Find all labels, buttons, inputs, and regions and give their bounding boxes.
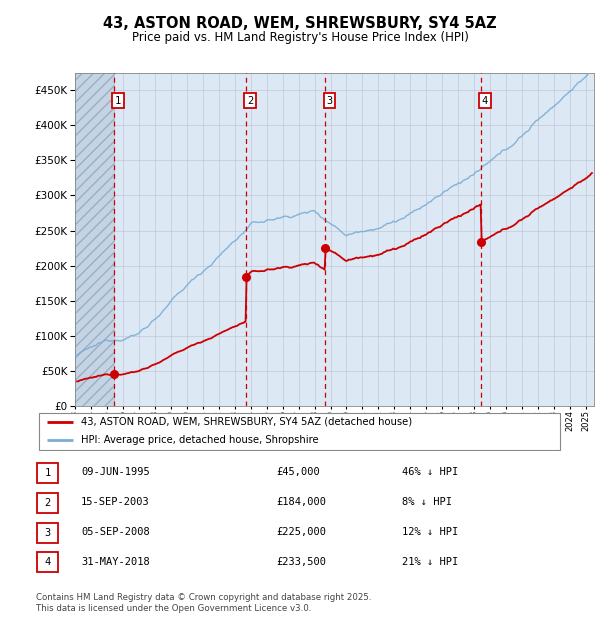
Text: 12% ↓ HPI: 12% ↓ HPI — [402, 527, 458, 537]
Text: HPI: Average price, detached house, Shropshire: HPI: Average price, detached house, Shro… — [81, 435, 319, 446]
Text: 05-SEP-2008: 05-SEP-2008 — [81, 527, 150, 537]
FancyBboxPatch shape — [37, 493, 58, 513]
Text: 8% ↓ HPI: 8% ↓ HPI — [402, 497, 452, 507]
Text: 4: 4 — [44, 557, 50, 567]
Bar — [75, 73, 114, 406]
FancyBboxPatch shape — [37, 463, 58, 483]
FancyBboxPatch shape — [37, 523, 58, 542]
Text: Contains HM Land Registry data © Crown copyright and database right 2025.
This d: Contains HM Land Registry data © Crown c… — [36, 593, 371, 613]
Text: 46% ↓ HPI: 46% ↓ HPI — [402, 467, 458, 477]
Text: 21% ↓ HPI: 21% ↓ HPI — [402, 557, 458, 567]
Text: 43, ASTON ROAD, WEM, SHREWSBURY, SY4 5AZ: 43, ASTON ROAD, WEM, SHREWSBURY, SY4 5AZ — [103, 16, 497, 30]
Text: £233,500: £233,500 — [276, 557, 326, 567]
Text: £45,000: £45,000 — [276, 467, 320, 477]
Text: 3: 3 — [44, 528, 50, 538]
Text: 1: 1 — [115, 96, 121, 106]
Text: 4: 4 — [482, 96, 488, 106]
FancyBboxPatch shape — [37, 552, 58, 572]
Text: 2: 2 — [247, 96, 253, 106]
FancyBboxPatch shape — [38, 413, 560, 450]
Text: 1: 1 — [44, 468, 50, 478]
Text: Price paid vs. HM Land Registry's House Price Index (HPI): Price paid vs. HM Land Registry's House … — [131, 31, 469, 44]
Text: £225,000: £225,000 — [276, 527, 326, 537]
Text: 09-JUN-1995: 09-JUN-1995 — [81, 467, 150, 477]
Text: 3: 3 — [326, 96, 332, 106]
Text: 43, ASTON ROAD, WEM, SHREWSBURY, SY4 5AZ (detached house): 43, ASTON ROAD, WEM, SHREWSBURY, SY4 5AZ… — [81, 417, 412, 427]
Bar — [75, 73, 114, 406]
Text: £184,000: £184,000 — [276, 497, 326, 507]
Text: 31-MAY-2018: 31-MAY-2018 — [81, 557, 150, 567]
Text: 15-SEP-2003: 15-SEP-2003 — [81, 497, 150, 507]
Text: 2: 2 — [44, 498, 50, 508]
